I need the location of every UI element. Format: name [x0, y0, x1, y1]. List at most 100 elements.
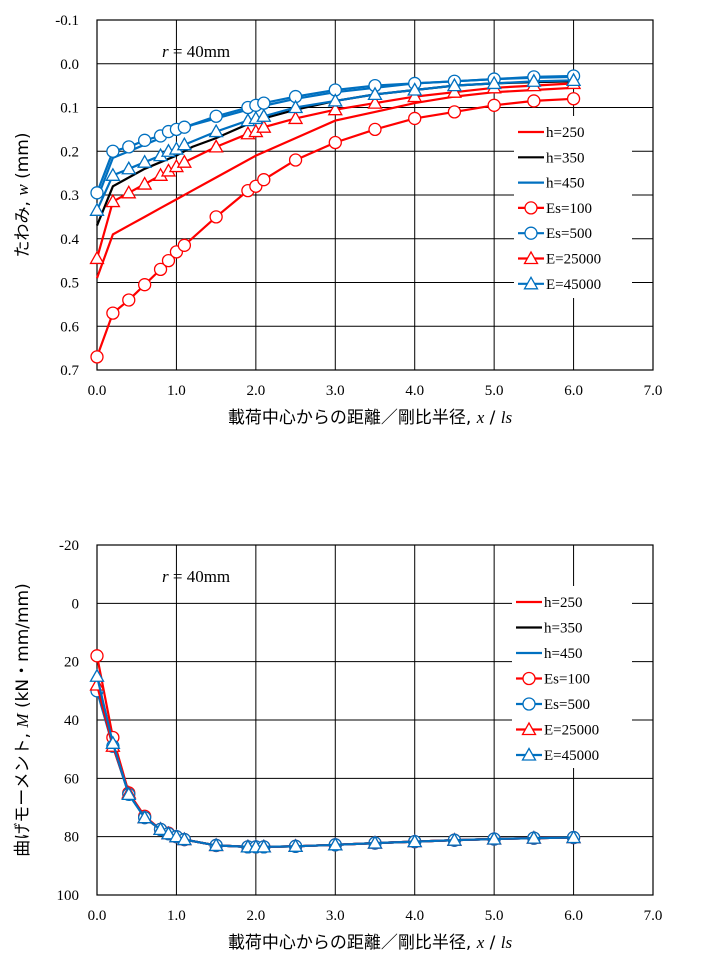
plot-frame	[96, 544, 654, 896]
y-tick-label: 0.0	[60, 57, 79, 73]
x-tick-label: 4.0	[405, 383, 424, 399]
data-point	[90, 649, 104, 663]
legend-label: h=350	[544, 621, 582, 637]
data-point	[208, 139, 224, 153]
x-tick-label: 1.0	[167, 908, 186, 924]
deflection-chart: 0.0 1.0 2.0 3.0 4.0 5.0 6.0 7.0 -0.1 0.0 0.1 0.2 0.3…	[13, 13, 662, 428]
series-group	[89, 69, 582, 364]
legend: h=250 h=350 h=450 Es=100 Es=500 E=25000 E=4500…	[512, 586, 632, 768]
data-point	[138, 133, 152, 147]
data-point	[257, 96, 271, 110]
series-group	[89, 649, 582, 854]
x-tick-label: 5.0	[485, 908, 504, 924]
x-tick-label: 1.0	[167, 383, 186, 399]
data-point	[288, 153, 303, 167]
x-tick-label: 5.0	[485, 383, 504, 399]
x-axis-label-part: /	[484, 408, 501, 428]
y-axis-label-part: 曲げモーメント,	[13, 728, 33, 857]
x-tick-label: 2.0	[246, 383, 265, 399]
y-axis-label-part: w	[13, 184, 32, 196]
legend-label: Es=100	[544, 672, 590, 688]
data-point	[565, 829, 582, 844]
y-axis-label-part: (mm)	[13, 133, 33, 185]
x-tick-label: 3.0	[326, 908, 345, 924]
legend-marker	[522, 697, 536, 711]
data-point	[407, 833, 423, 848]
y-axis-label-part: たわみ,	[13, 196, 33, 258]
legend-label: Es=100	[546, 201, 592, 217]
x-tick-label: 2.0	[246, 908, 265, 924]
data-point	[256, 119, 272, 133]
data-point	[287, 838, 304, 852]
data-point	[121, 184, 137, 199]
x-tick-label: 0.0	[88, 383, 107, 399]
data-point	[168, 828, 185, 843]
x-axis-label-part: ls	[501, 408, 513, 427]
data-point	[327, 93, 343, 107]
data-point	[487, 98, 501, 112]
data-point	[89, 250, 105, 265]
data-point	[137, 809, 153, 824]
data-point	[89, 202, 105, 216]
data-point	[176, 154, 192, 168]
y-tick-label: 0.5	[60, 276, 79, 292]
data-point	[327, 837, 343, 851]
y-tick-label: -20	[59, 538, 79, 554]
data-point	[565, 72, 582, 87]
data-point	[486, 831, 502, 845]
legend-label: E=45000	[546, 277, 601, 293]
y-tick-label: 0.4	[60, 232, 79, 248]
data-point	[566, 92, 581, 106]
data-point	[446, 832, 463, 846]
data-point	[327, 101, 343, 116]
data-point	[367, 86, 383, 101]
y-axis-label-part: M	[13, 713, 32, 729]
data-point	[367, 95, 383, 109]
data-point	[208, 123, 224, 138]
data-point	[160, 825, 177, 840]
data-point	[161, 253, 176, 268]
data-point	[209, 210, 223, 224]
x-tick-label: 7.0	[644, 383, 663, 399]
x-axis-label-part: 載荷中心からの距離／剛比半径,	[228, 408, 477, 428]
y-tick-label: 60	[64, 771, 79, 787]
legend-label: Es=500	[544, 697, 590, 713]
data-point	[368, 122, 382, 137]
data-point	[526, 73, 542, 87]
y-tick-label: 0.1	[60, 101, 79, 117]
data-point	[152, 821, 169, 836]
data-point	[122, 140, 136, 154]
y-tick-label: 40	[64, 713, 79, 729]
data-point	[90, 350, 104, 364]
data-point	[122, 293, 136, 307]
y-tick-label: 0.3	[60, 188, 79, 204]
data-point	[105, 193, 121, 208]
data-point	[526, 830, 542, 844]
data-point	[407, 82, 423, 96]
legend-marker	[524, 201, 538, 215]
y-tick-label: 80	[64, 830, 79, 846]
y-axis-label: 曲げモーメント, M (kN・mm/mm)	[13, 583, 33, 857]
data-point	[121, 160, 137, 175]
legend-marker	[521, 721, 537, 736]
y-tick-label: -0.1	[55, 13, 79, 29]
data-point	[256, 108, 272, 122]
data-point	[105, 167, 121, 181]
y-tick-label: 0	[72, 596, 80, 612]
legend-marker	[521, 747, 537, 761]
data-point	[137, 176, 153, 190]
legend-label: h=450	[546, 176, 584, 192]
x-tick-label: 3.0	[326, 383, 345, 399]
x-tick-label: 7.0	[644, 908, 663, 924]
data-point	[447, 105, 462, 119]
x-axis-label-part: x	[476, 933, 485, 952]
x-tick-label: 6.0	[564, 908, 583, 924]
annotation-value: = 40mm	[169, 42, 231, 61]
x-axis-label: 載荷中心からの距離／剛比半径, x / ls	[228, 933, 513, 953]
legend-label: E=25000	[546, 252, 601, 268]
data-point	[106, 144, 120, 158]
legend-label: h=350	[546, 150, 584, 166]
x-axis-label-part: /	[484, 933, 501, 953]
data-point	[408, 111, 422, 126]
